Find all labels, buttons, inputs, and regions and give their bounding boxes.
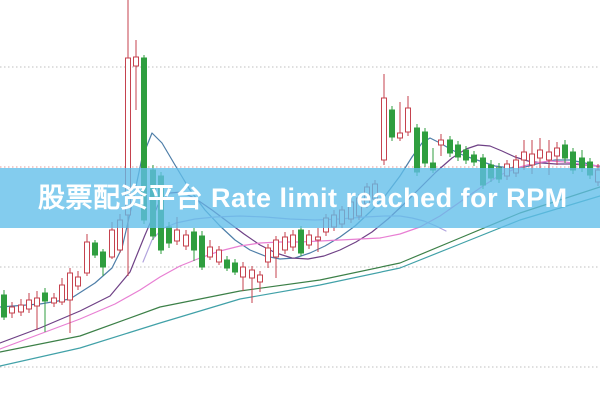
candle-body bbox=[381, 97, 387, 161]
candle-body bbox=[273, 239, 279, 258]
candle-body bbox=[438, 139, 444, 146]
candle-body bbox=[84, 241, 90, 274]
candle-body bbox=[315, 236, 321, 241]
candle-body bbox=[405, 107, 411, 133]
candle-body bbox=[34, 297, 40, 307]
candle-body bbox=[521, 151, 527, 161]
candle-body bbox=[26, 299, 32, 310]
candle-body bbox=[537, 149, 543, 159]
candle-body bbox=[554, 147, 560, 157]
candle-body bbox=[389, 109, 395, 138]
candle-body bbox=[471, 154, 477, 163]
candle-body bbox=[109, 229, 115, 258]
ma-teal bbox=[0, 195, 600, 367]
candle-body bbox=[9, 306, 15, 314]
candle-body bbox=[463, 149, 469, 161]
candle-body bbox=[191, 231, 197, 251]
candle-body bbox=[232, 262, 238, 273]
ma-pink bbox=[0, 160, 600, 350]
candle-body bbox=[529, 153, 535, 166]
candle-body bbox=[100, 251, 106, 268]
candle-body bbox=[51, 297, 57, 304]
watermark-banner: 股票配资平台 Rate limit reached for RPM bbox=[0, 168, 600, 228]
candle-body bbox=[42, 292, 48, 302]
candle-body bbox=[92, 242, 98, 256]
candle-body bbox=[207, 246, 213, 258]
candle-body bbox=[579, 157, 585, 169]
candle-body bbox=[174, 229, 180, 242]
candle-body bbox=[166, 226, 172, 244]
candle-body bbox=[249, 269, 255, 279]
candle-body bbox=[75, 276, 81, 287]
candle-body bbox=[265, 247, 271, 263]
candle-body bbox=[397, 132, 403, 139]
candle-body bbox=[224, 259, 230, 269]
candle-body bbox=[59, 284, 65, 303]
candle-body bbox=[183, 234, 189, 247]
candle-body bbox=[67, 272, 73, 301]
candle-body bbox=[422, 131, 428, 164]
candle-body bbox=[257, 274, 263, 283]
candle-body bbox=[18, 304, 24, 313]
candle-body bbox=[199, 235, 205, 268]
candle-body bbox=[414, 127, 420, 173]
candle-body bbox=[306, 234, 312, 246]
candle-body bbox=[298, 229, 304, 254]
candle-body bbox=[240, 266, 246, 278]
candle-body bbox=[447, 139, 453, 154]
candle-body bbox=[562, 144, 568, 159]
candle-body bbox=[290, 234, 296, 248]
candle-body bbox=[216, 249, 222, 263]
candle-body bbox=[546, 151, 552, 161]
candle-body bbox=[133, 56, 139, 67]
watermark-text: 股票配资平台 Rate limit reached for RPM bbox=[38, 182, 568, 213]
candle-body bbox=[1, 294, 7, 318]
candle-body bbox=[455, 144, 461, 158]
candle-body bbox=[282, 236, 288, 251]
